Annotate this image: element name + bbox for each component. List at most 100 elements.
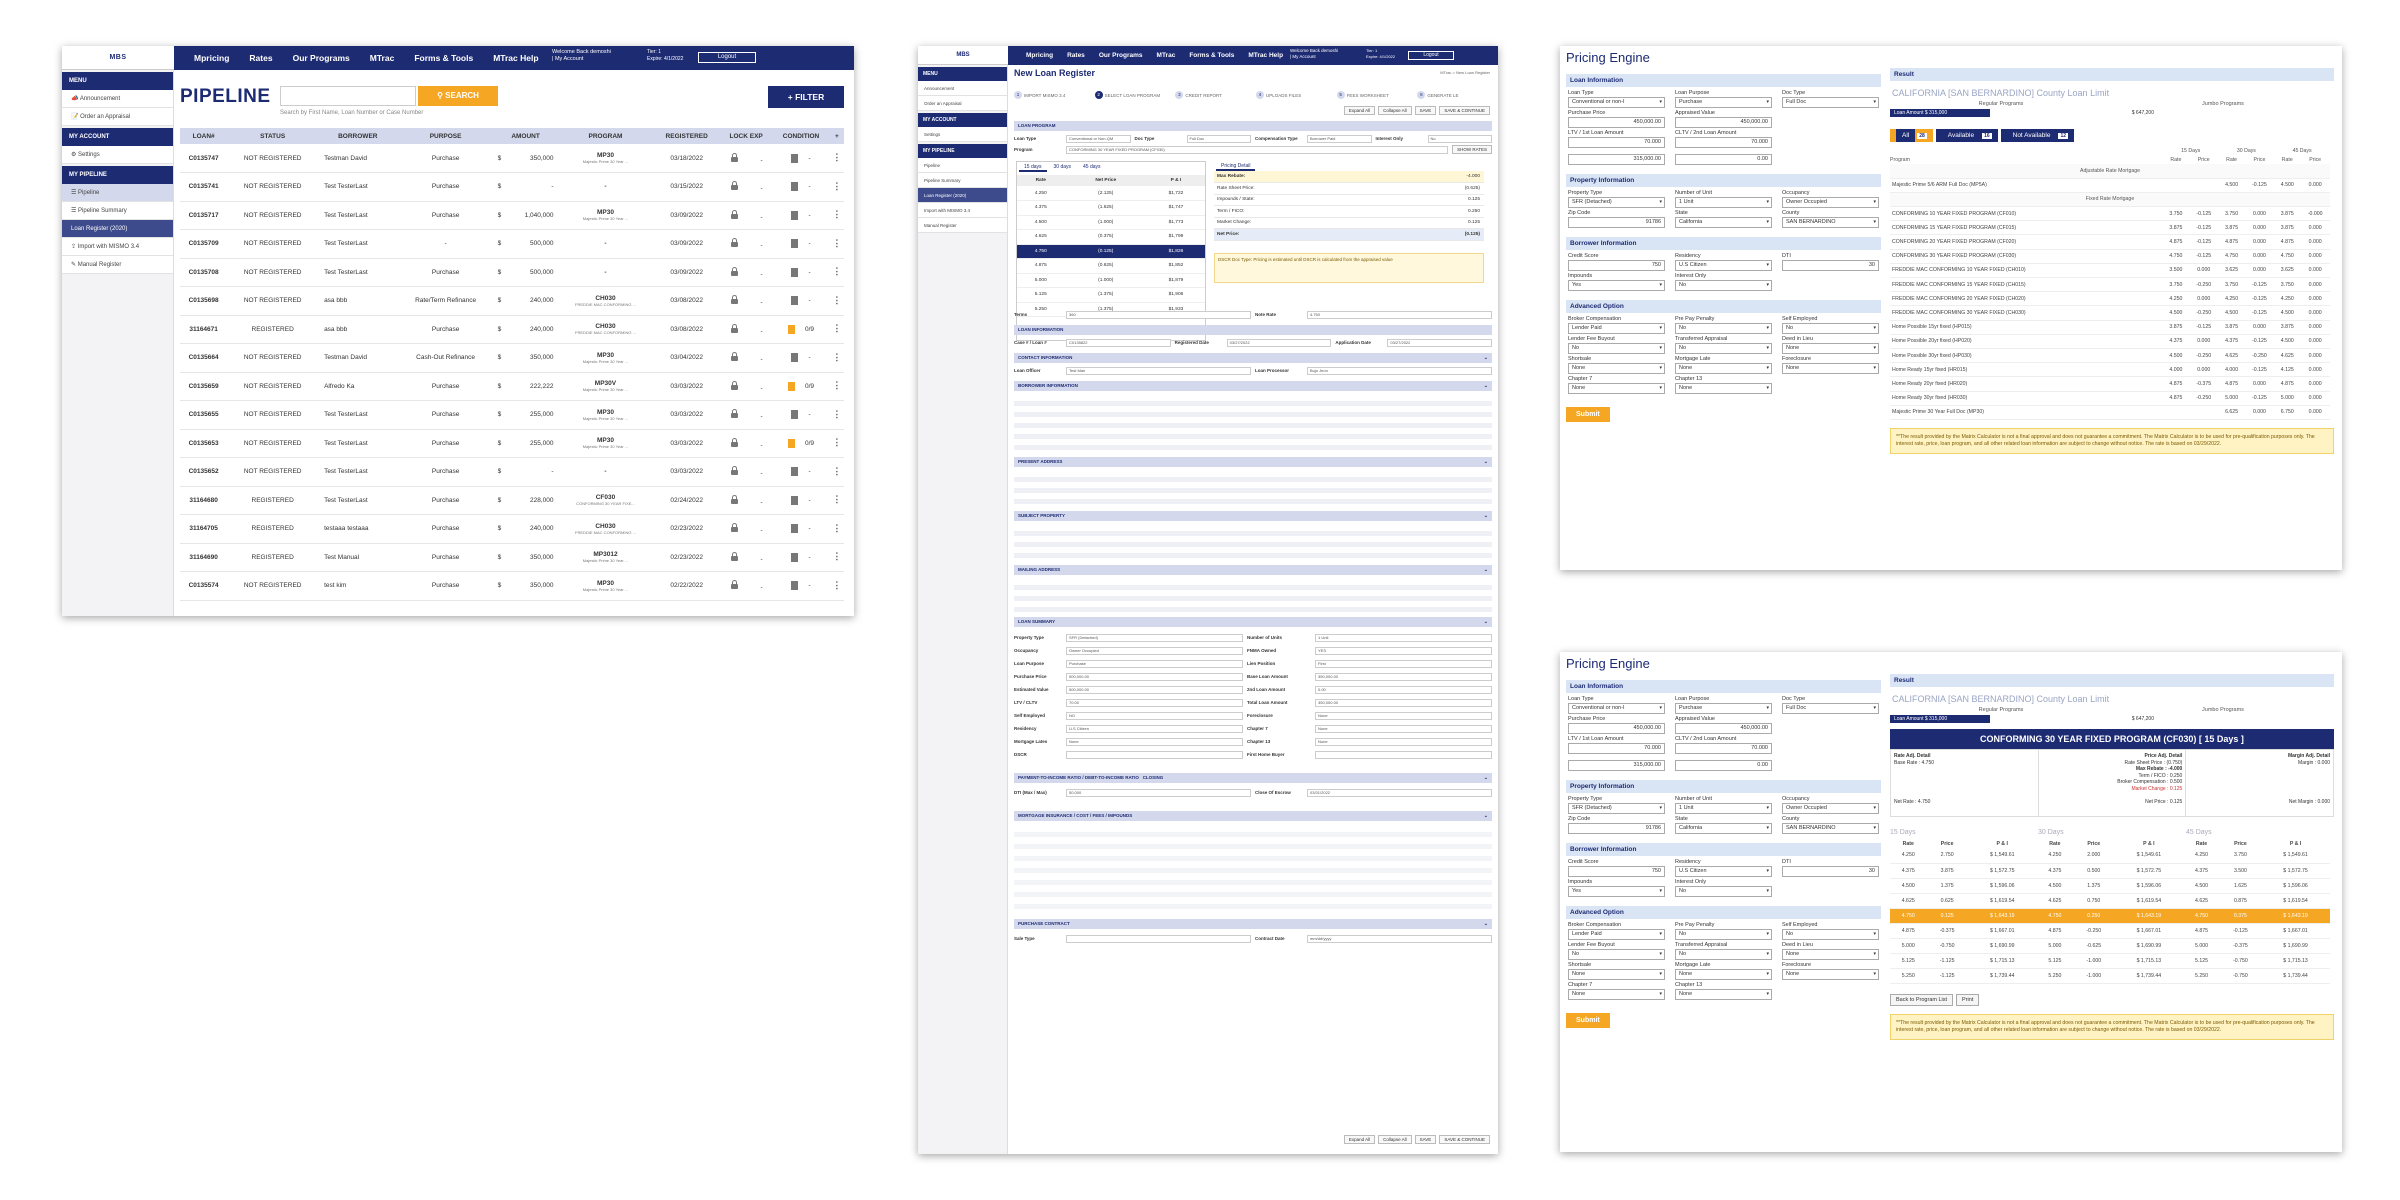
section-contact-information[interactable]: CONTACT INFORMATION ⌄ (1014, 353, 1492, 363)
filter-available[interactable]: Available 16 (1935, 129, 1998, 142)
lock-icon[interactable] (730, 152, 739, 162)
rate-price-row[interactable]: 5.125 -1.125 $ 1,715.13 5.125 -1.000 $ 1,715.… (1890, 953, 2330, 969)
program-name[interactable]: FREDDIE MAC CONFORMING 10 YEAR FIXED (CH… (1890, 263, 2163, 279)
residency-select[interactable]: U.S Citizen ▾ (1675, 866, 1772, 877)
program-name[interactable]: Home Ready 15yr fixed (HR015) (1890, 362, 2163, 378)
table-row[interactable]: C0135709 NOT REGISTERED Test TesterLast - $5… (180, 229, 844, 259)
program-row[interactable]: CONFORMING 15 YEAR FIXED PROGRAM (CF015)… (1890, 220, 2330, 236)
document-icon[interactable] (791, 153, 799, 163)
loan-officer-select[interactable]: Test Man (1066, 366, 1251, 375)
county-select[interactable]: SAN BERNARDINO ▾ (1782, 823, 1879, 834)
document-icon[interactable] (791, 239, 799, 249)
rate-row[interactable]: 5.125 (1.375) $1,906 (1017, 287, 1205, 303)
case-input[interactable]: C0135822 (1066, 338, 1171, 347)
more-icon[interactable]: ⋮ (832, 209, 842, 220)
section-loan-information[interactable]: LOAN INFORMATION (1014, 325, 1492, 335)
table-row[interactable]: C0135708 NOT REGISTERED Test TesterLast Pur… (180, 258, 844, 287)
program-row[interactable]: Majestic Prime 30 Year Full Doc (MP30) 6.… (1890, 405, 2330, 420)
document-icon[interactable] (791, 495, 799, 505)
more-icon[interactable]: ⋮ (832, 579, 842, 590)
doc-type-select[interactable]: Full Doc (1186, 134, 1251, 143)
property-type-select[interactable]: SFR (Detached) ▾ (1568, 803, 1665, 814)
table-row[interactable]: C0135653 NOT REGISTERED Test TesterLast Pur… (180, 429, 844, 458)
nav-mtrac[interactable]: MTrac (369, 53, 395, 63)
zip-code-select[interactable]: 91786 (1568, 217, 1665, 228)
section-dti[interactable]: PAYMENT-TO-INCOME RATIO / DEBT-TO-INCOME… (1014, 773, 1492, 783)
occupancy-select[interactable]: Owner Occupied ▾ (1782, 197, 1879, 208)
transferred-appraisal-select[interactable]: No ▾ (1675, 343, 1772, 354)
program-row[interactable]: CONFORMING 20 YEAR FIXED PROGRAM (CF020)… (1890, 234, 2330, 250)
table-row[interactable]: 31164705 REGISTERED testaaa testaaa Purchas… (180, 514, 844, 544)
sidebar-item-order-appraisal[interactable]: Order an Appraisal (918, 96, 1007, 111)
summary-field[interactable]: SFR (Detached) (1066, 633, 1243, 642)
sidebar-item-loan-register[interactable]: Loan Register (2020) (918, 188, 1007, 203)
rate-row[interactable]: 4.375 (1.625) $1,747 (1017, 200, 1205, 216)
summary-field[interactable]: None (1315, 711, 1492, 720)
document-icon[interactable] (791, 552, 799, 562)
sidebar-item-pipeline-summary[interactable]: Pipeline Summary (918, 173, 1007, 188)
appraised-value-select[interactable]: 450,000.00 (1675, 117, 1772, 128)
program-name[interactable]: Home Ready 20yr fixed (HR020) (1890, 376, 2163, 392)
nav-mpricing[interactable]: Mpricing (194, 53, 230, 63)
program-name[interactable]: FREDDIE MAC CONFORMING 20 YEAR FIXED (CH… (1890, 291, 2163, 307)
summary-field[interactable]: None (1315, 737, 1492, 746)
program-row[interactable]: CONFORMING 10 YEAR FIXED PROGRAM (CF010)… (1890, 206, 2330, 222)
occupancy-select[interactable]: Owner Occupied ▾ (1782, 803, 1879, 814)
rate-price-row[interactable]: 4.500 1.375 $ 1,596.06 4.500 1.375 $ 1,596.06… (1890, 878, 2330, 894)
credit-score-select[interactable]: 750 (1568, 260, 1665, 271)
save-button[interactable]: SAVE (1414, 106, 1437, 115)
step-upload-files[interactable]: 4 UPLOADS FILES (1256, 89, 1333, 101)
note-rate-input[interactable]: 4.750 (1307, 310, 1492, 319)
expand-all-button[interactable]: Expand All (1343, 106, 1376, 115)
lock-icon[interactable] (730, 580, 739, 590)
lender-fee-buyout-select[interactable]: No ▾ (1568, 343, 1665, 354)
program-row[interactable]: FREDDIE MAC CONFORMING 30 YEAR FIXED (CH… (1890, 305, 2330, 321)
summary-field[interactable]: None (1066, 737, 1243, 746)
program-row[interactable]: Home Possible 20yr fixed (HP020) 4.375 0.0… (1890, 334, 2330, 349)
comp-type-select[interactable]: Borrower Paid (1307, 134, 1372, 143)
document-icon[interactable] (791, 410, 799, 420)
loan-number-link[interactable]: C0135664 (180, 343, 228, 373)
section-subject-property[interactable]: SUBJECT PROPERTY ⌄ (1014, 511, 1492, 521)
rate-row[interactable]: 5.000 (1.000) $1,879 (1017, 273, 1205, 288)
program-row[interactable]: FREDDIE MAC CONFORMING 10 YEAR FIXED (CH… (1890, 263, 2330, 279)
more-icon[interactable]: ⋮ (832, 237, 842, 248)
doc-type-select[interactable]: Full Doc ▾ (1782, 97, 1879, 108)
program-row[interactable]: Home Possible 15yr fixed (HP015) 3.875 -0.… (1890, 320, 2330, 335)
program-name[interactable]: CONFORMING 20 YEAR FIXED PROGRAM (CF020) (1890, 234, 2163, 250)
program-name[interactable]: CONFORMING 10 YEAR FIXED PROGRAM (CF010) (1890, 206, 2163, 222)
deed-in-lieu-select[interactable]: None ▾ (1782, 343, 1879, 354)
table-row[interactable]: C0135652 NOT REGISTERED Test TesterLast Pur… (180, 457, 844, 487)
chapter-7-select[interactable]: None ▾ (1568, 989, 1665, 1000)
back-to-list-button[interactable]: Back to Program List (1890, 993, 1954, 1006)
cltv-select[interactable]: 70.000 (1675, 137, 1772, 148)
self-employed-select[interactable]: No ▾ (1782, 323, 1879, 334)
loan-type-select[interactable]: Conventional or non-I ▾ (1568, 703, 1665, 714)
loan-number-link[interactable]: C0135708 (180, 258, 228, 287)
sidebar-item-announcement[interactable]: Announcement (918, 81, 1007, 96)
mortgage-late-select[interactable]: None ▾ (1675, 969, 1772, 980)
impounds-select[interactable]: Yes ▾ (1568, 280, 1665, 291)
loan-number-link[interactable]: C0135741 (180, 172, 228, 202)
summary-field[interactable]: 0.00 (1315, 685, 1492, 694)
units-select[interactable]: 1 Unit ▾ (1675, 197, 1772, 208)
document-icon[interactable] (791, 210, 799, 220)
transferred-appraisal-select[interactable]: No ▾ (1675, 949, 1772, 960)
summary-field[interactable]: YES (1315, 646, 1492, 655)
summary-field[interactable]: First (1315, 659, 1492, 668)
rate-row[interactable]: 4.500 (1.000) $1,773 (1017, 215, 1205, 230)
lock-icon[interactable] (730, 551, 739, 561)
summary-field[interactable] (1066, 750, 1243, 759)
sidebar-item-import[interactable]: Import with MISMO 3.4 (918, 203, 1007, 218)
rate-price-row[interactable]: 4.750 0.125 $ 1,643.19 4.750 0.250 $ 1,643.19… (1890, 908, 2330, 924)
rate-row[interactable]: 4.875 (0.625) $1,852 (1017, 258, 1205, 274)
rate-row[interactable]: 4.625 (0.375) $1,799 (1017, 229, 1205, 245)
table-row[interactable]: C0135741 NOT REGISTERED Test TesterLast Pur… (180, 172, 844, 202)
cltv-select[interactable]: 70.000 (1675, 743, 1772, 754)
prepay-select[interactable]: No ▾ (1675, 323, 1772, 334)
lock-icon[interactable] (730, 209, 739, 219)
program-row[interactable]: FREDDIE MAC CONFORMING 20 YEAR FIXED (CH… (1890, 291, 2330, 307)
expand-all-button[interactable]: Expand All (1343, 1135, 1376, 1144)
sidebar-item-announcement[interactable]: 📣 Announcement (62, 90, 173, 108)
loan-number-link[interactable]: 31164680 (180, 486, 228, 515)
